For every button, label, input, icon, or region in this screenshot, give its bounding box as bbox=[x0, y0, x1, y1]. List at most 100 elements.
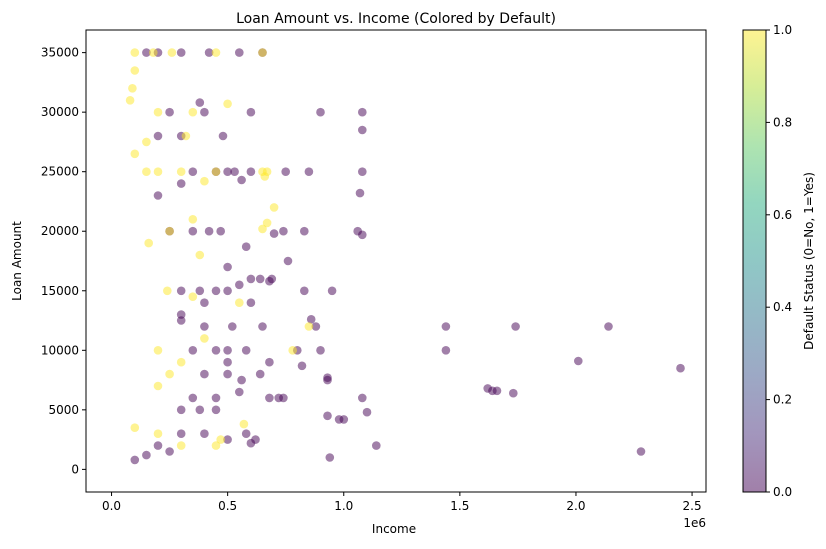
data-point-default-no bbox=[283, 256, 293, 266]
data-point-default-no bbox=[211, 346, 221, 355]
data-point-default-no bbox=[228, 322, 237, 331]
data-point-default-yes bbox=[211, 167, 221, 176]
data-point-default-no bbox=[176, 405, 186, 415]
data-point-default-no bbox=[176, 429, 186, 439]
data-point-default-no bbox=[200, 322, 209, 331]
y-tick-label: 5000 bbox=[48, 403, 79, 417]
data-point-default-yes bbox=[258, 48, 267, 57]
data-point-default-no bbox=[153, 191, 163, 200]
data-point-default-no bbox=[188, 346, 198, 355]
data-point-default-no bbox=[279, 226, 288, 236]
data-point-default-yes bbox=[260, 172, 270, 181]
data-point-default-no bbox=[355, 188, 365, 198]
data-point-default-no bbox=[251, 435, 260, 444]
data-point-default-no bbox=[676, 363, 685, 373]
data-point-default-no bbox=[604, 322, 613, 331]
colorbar-axis: 0.0 0.2 0.4 0.6 0.8 1.0 bbox=[766, 23, 792, 499]
data-point-default-no bbox=[274, 393, 284, 403]
data-point-default-no bbox=[235, 48, 244, 57]
data-point-default-yes bbox=[181, 131, 191, 141]
data-point-default-no bbox=[325, 453, 335, 462]
data-point-default-no bbox=[211, 393, 221, 403]
data-point-default-no bbox=[258, 322, 267, 331]
y-tick-label: 0 bbox=[71, 462, 79, 476]
data-point-default-no bbox=[255, 274, 265, 284]
data-point-default-no bbox=[492, 386, 502, 396]
data-point-default-no bbox=[188, 167, 198, 176]
data-point-default-no bbox=[241, 429, 251, 439]
data-point-default-no bbox=[255, 369, 265, 379]
data-point-default-no bbox=[223, 346, 232, 355]
data-point-default-no bbox=[195, 286, 205, 296]
data-point-default-no bbox=[204, 48, 214, 57]
y-tick-label: 20000 bbox=[41, 224, 79, 238]
data-point-default-no bbox=[235, 387, 244, 397]
data-point-default-yes bbox=[128, 84, 137, 93]
data-point-default-no bbox=[297, 361, 307, 371]
data-point-default-no bbox=[235, 280, 244, 290]
x-tick-label: 1.0 bbox=[334, 499, 353, 513]
data-point-default-yes bbox=[195, 250, 205, 260]
x-axis: 0.0 0.5 1.0 1.5 2.0 2.5 bbox=[102, 492, 702, 513]
data-point-default-no bbox=[176, 310, 186, 319]
data-point-default-no bbox=[200, 107, 209, 117]
data-point-default-no bbox=[130, 455, 140, 465]
data-point-default-no bbox=[241, 346, 251, 355]
data-point-default-yes bbox=[188, 107, 198, 117]
data-point-default-no bbox=[195, 98, 205, 107]
data-point-default-yes bbox=[304, 322, 314, 331]
data-point-default-no bbox=[358, 230, 367, 240]
data-point-default-no bbox=[372, 441, 381, 450]
data-point-default-no bbox=[311, 322, 321, 331]
data-point-default-no bbox=[216, 226, 225, 236]
data-point-default-no bbox=[441, 346, 451, 355]
data-point-default-yes bbox=[258, 224, 267, 234]
plot-frame bbox=[85, 29, 707, 493]
data-point-default-no bbox=[265, 357, 274, 367]
data-point-default-yes bbox=[188, 292, 198, 302]
data-point-default-no bbox=[246, 167, 256, 176]
data-point-default-yes bbox=[176, 441, 186, 450]
data-point-default-no bbox=[176, 179, 186, 188]
data-point-default-yes bbox=[176, 167, 186, 176]
data-point-default-yes bbox=[153, 429, 163, 439]
data-point-default-yes bbox=[211, 48, 221, 57]
y-tick-label: 25000 bbox=[41, 165, 79, 179]
data-point-default-yes bbox=[239, 419, 249, 429]
data-point-default-yes bbox=[163, 286, 172, 296]
data-point-default-no bbox=[176, 286, 186, 296]
data-point-default-yes bbox=[167, 48, 177, 57]
data-point-default-no bbox=[223, 435, 232, 444]
data-point-default-no bbox=[441, 322, 451, 331]
x-axis-label: Income bbox=[372, 522, 416, 536]
data-point-default-yes bbox=[269, 203, 279, 212]
data-point-default-yes bbox=[144, 238, 153, 248]
data-point-default-yes bbox=[200, 176, 209, 186]
data-point-default-no bbox=[165, 447, 174, 456]
colorbar-tick-label: 0.8 bbox=[773, 115, 792, 129]
data-point-default-yes bbox=[288, 346, 298, 355]
data-point-default-no bbox=[358, 167, 367, 176]
data-point-default-yes bbox=[223, 99, 232, 109]
data-point-default-yes bbox=[165, 226, 174, 236]
data-point-default-no bbox=[153, 441, 163, 450]
data-point-default-yes bbox=[165, 369, 174, 379]
data-point-default-yes bbox=[130, 48, 140, 57]
data-point-default-no bbox=[142, 450, 151, 460]
data-point-default-no bbox=[153, 131, 163, 141]
data-point-default-no bbox=[327, 286, 337, 296]
data-point-default-yes bbox=[125, 96, 135, 105]
data-point-default-no bbox=[316, 346, 325, 355]
colorbar-tick-label: 0.2 bbox=[773, 393, 792, 407]
data-point-default-no bbox=[142, 48, 151, 57]
data-point-default-no bbox=[358, 107, 367, 117]
data-point-default-yes bbox=[130, 423, 140, 433]
data-point-default-no bbox=[269, 229, 279, 238]
data-point-default-no bbox=[176, 316, 186, 325]
data-point-default-no bbox=[237, 375, 246, 385]
colorbar-tick-label: 1.0 bbox=[773, 23, 792, 37]
data-point-default-no bbox=[334, 415, 344, 424]
x-tick-label: 0.5 bbox=[218, 499, 237, 513]
